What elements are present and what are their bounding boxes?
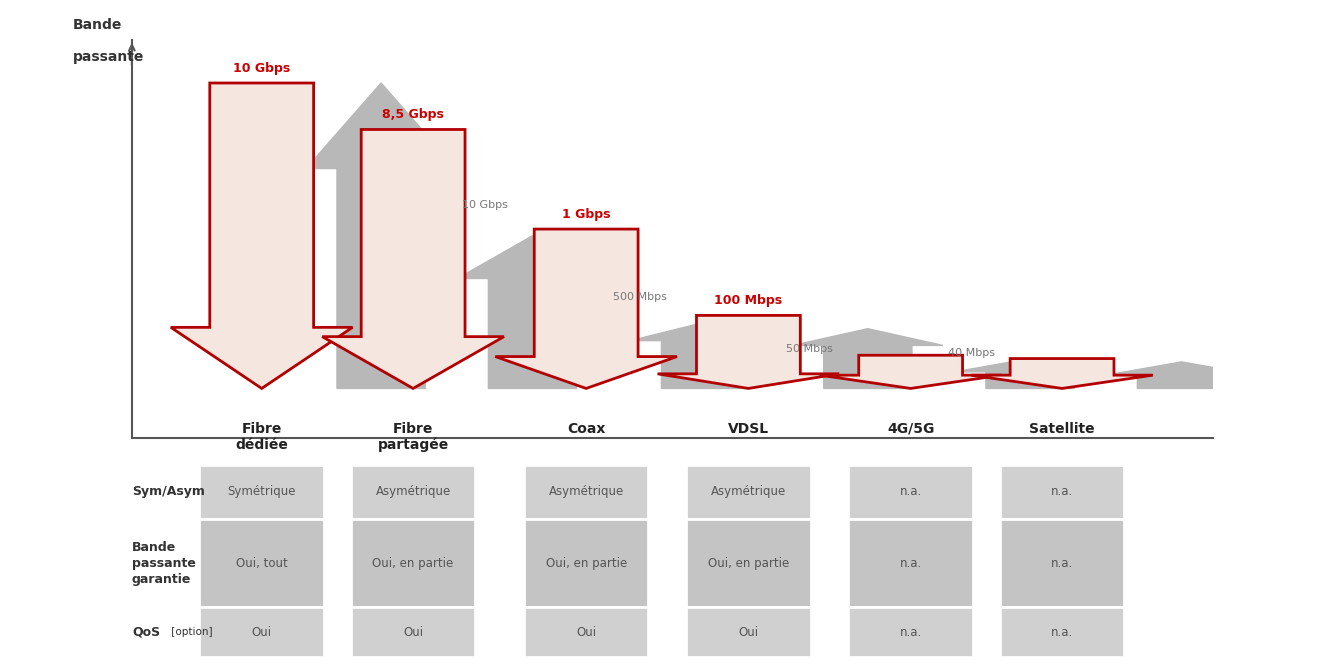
Text: Asymétrique: Asymétrique bbox=[376, 485, 451, 498]
Text: 8,5 Gbps: 8,5 Gbps bbox=[383, 108, 445, 122]
Text: n.a.: n.a. bbox=[1051, 485, 1074, 498]
Text: Oui: Oui bbox=[739, 626, 758, 639]
Text: Asymétrique: Asymétrique bbox=[549, 485, 624, 498]
Bar bbox=[686, 465, 811, 519]
Polygon shape bbox=[171, 83, 352, 388]
Text: Symétrique: Symétrique bbox=[227, 485, 295, 498]
Text: Oui, en partie: Oui, en partie bbox=[546, 556, 627, 570]
Text: n.a.: n.a. bbox=[900, 626, 922, 639]
Polygon shape bbox=[658, 315, 839, 388]
Bar bbox=[1000, 465, 1124, 519]
Text: Fibre
partagée: Fibre partagée bbox=[377, 422, 448, 452]
Bar bbox=[1000, 519, 1124, 608]
Polygon shape bbox=[971, 359, 1153, 388]
Text: 10 Gbps: 10 Gbps bbox=[233, 62, 290, 75]
Bar bbox=[686, 608, 811, 657]
Bar bbox=[1000, 608, 1124, 657]
Bar bbox=[351, 608, 475, 657]
Bar bbox=[848, 519, 973, 608]
Wedge shape bbox=[1203, 559, 1264, 623]
Text: win: win bbox=[1257, 590, 1283, 604]
Bar bbox=[848, 608, 973, 657]
Text: 4G/5G: 4G/5G bbox=[886, 422, 934, 436]
Text: Oui: Oui bbox=[576, 626, 596, 639]
Text: Bande: Bande bbox=[73, 18, 121, 32]
Text: 500 Mbps: 500 Mbps bbox=[613, 291, 667, 302]
Text: passante: passante bbox=[73, 50, 144, 64]
Text: Coax: Coax bbox=[567, 422, 605, 436]
Polygon shape bbox=[1107, 362, 1257, 388]
Polygon shape bbox=[793, 329, 943, 388]
Text: n.a.: n.a. bbox=[1051, 626, 1074, 639]
Polygon shape bbox=[496, 229, 677, 388]
Bar bbox=[524, 519, 649, 608]
Polygon shape bbox=[322, 129, 504, 388]
Text: QoS: QoS bbox=[132, 626, 160, 639]
Text: VDSL: VDSL bbox=[728, 422, 769, 436]
Polygon shape bbox=[955, 359, 1105, 388]
Polygon shape bbox=[458, 236, 608, 388]
Text: Oui, en partie: Oui, en partie bbox=[708, 556, 789, 570]
Text: Satellite: Satellite bbox=[1029, 422, 1095, 436]
Text: 1 Gbps: 1 Gbps bbox=[562, 208, 611, 220]
Text: Fibre
dédiée: Fibre dédiée bbox=[235, 422, 288, 452]
Text: 40 Mbps: 40 Mbps bbox=[948, 347, 996, 358]
Bar bbox=[351, 465, 475, 519]
Text: Sym/Asym: Sym/Asym bbox=[132, 485, 204, 498]
Text: 50 Mbps: 50 Mbps bbox=[786, 343, 832, 354]
Text: 10 Gbps: 10 Gbps bbox=[462, 200, 508, 210]
Text: Oui, en partie: Oui, en partie bbox=[372, 556, 454, 570]
Text: Oui: Oui bbox=[404, 626, 423, 639]
Text: [option]: [option] bbox=[168, 627, 212, 637]
Bar bbox=[199, 519, 324, 608]
Polygon shape bbox=[630, 322, 781, 388]
Text: Asymétrique: Asymétrique bbox=[711, 485, 786, 498]
Bar bbox=[686, 519, 811, 608]
Text: 100 Mbps: 100 Mbps bbox=[715, 294, 782, 307]
Bar bbox=[351, 519, 475, 608]
Text: n.a.: n.a. bbox=[900, 556, 922, 570]
Text: n.a.: n.a. bbox=[900, 485, 922, 498]
Bar bbox=[524, 608, 649, 657]
Bar bbox=[524, 465, 649, 519]
Polygon shape bbox=[820, 355, 1001, 388]
Bar bbox=[199, 465, 324, 519]
Text: Oui: Oui bbox=[252, 626, 272, 639]
Bar bbox=[848, 465, 973, 519]
Polygon shape bbox=[306, 83, 456, 388]
Text: Oui, tout: Oui, tout bbox=[236, 556, 288, 570]
Text: Bande
passante
garantie: Bande passante garantie bbox=[132, 540, 195, 586]
Text: n.a.: n.a. bbox=[1051, 556, 1074, 570]
Bar bbox=[199, 608, 324, 657]
